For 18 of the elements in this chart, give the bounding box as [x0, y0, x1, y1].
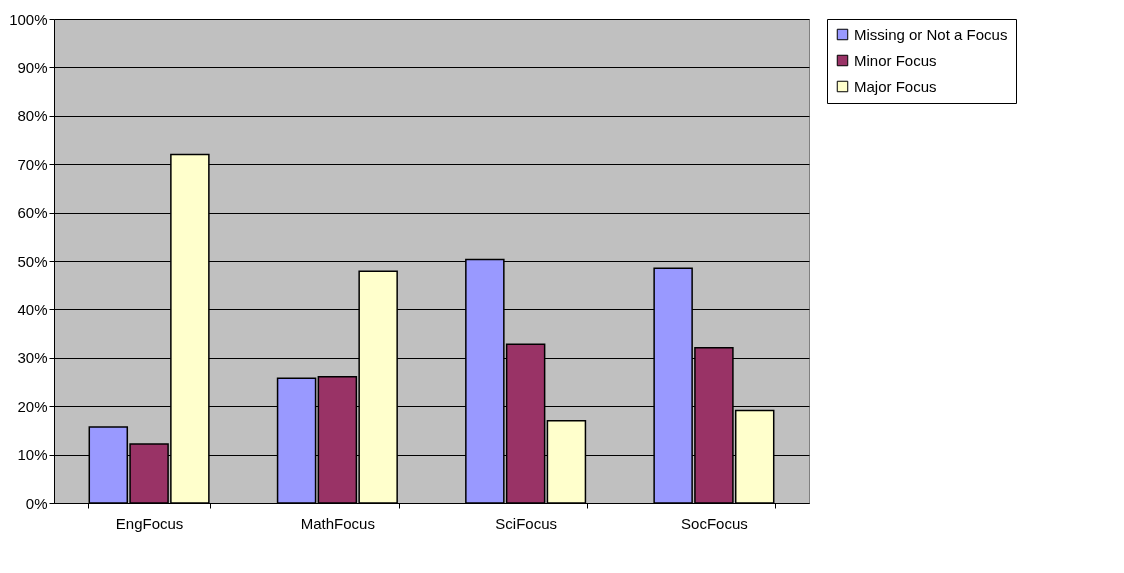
- y-tick-label: 80%: [17, 107, 48, 125]
- x-tick-label: SocFocus: [681, 514, 748, 532]
- y-tick-label: 10%: [17, 446, 48, 464]
- legend-label: Missing or Not a Focus: [854, 25, 1008, 43]
- y-tick-label: 30%: [17, 349, 48, 367]
- y-tick-label: 40%: [17, 300, 48, 318]
- y-tick-label: 50%: [17, 252, 48, 270]
- legend-label: Major Focus: [854, 77, 937, 95]
- y-tick-label: 20%: [17, 397, 48, 415]
- legend-label: Minor Focus: [854, 51, 937, 69]
- y-tick-label: 100%: [9, 10, 48, 28]
- y-tick-label: 90%: [17, 58, 48, 76]
- y-tick-label: 0%: [25, 494, 48, 512]
- x-tick-label: MathFocus: [300, 514, 375, 532]
- y-tick-label: 60%: [17, 204, 48, 222]
- y-tick-label: 70%: [17, 155, 48, 173]
- x-tick-label: SciFocus: [495, 514, 557, 532]
- x-tick-label: EngFocus: [115, 514, 184, 532]
